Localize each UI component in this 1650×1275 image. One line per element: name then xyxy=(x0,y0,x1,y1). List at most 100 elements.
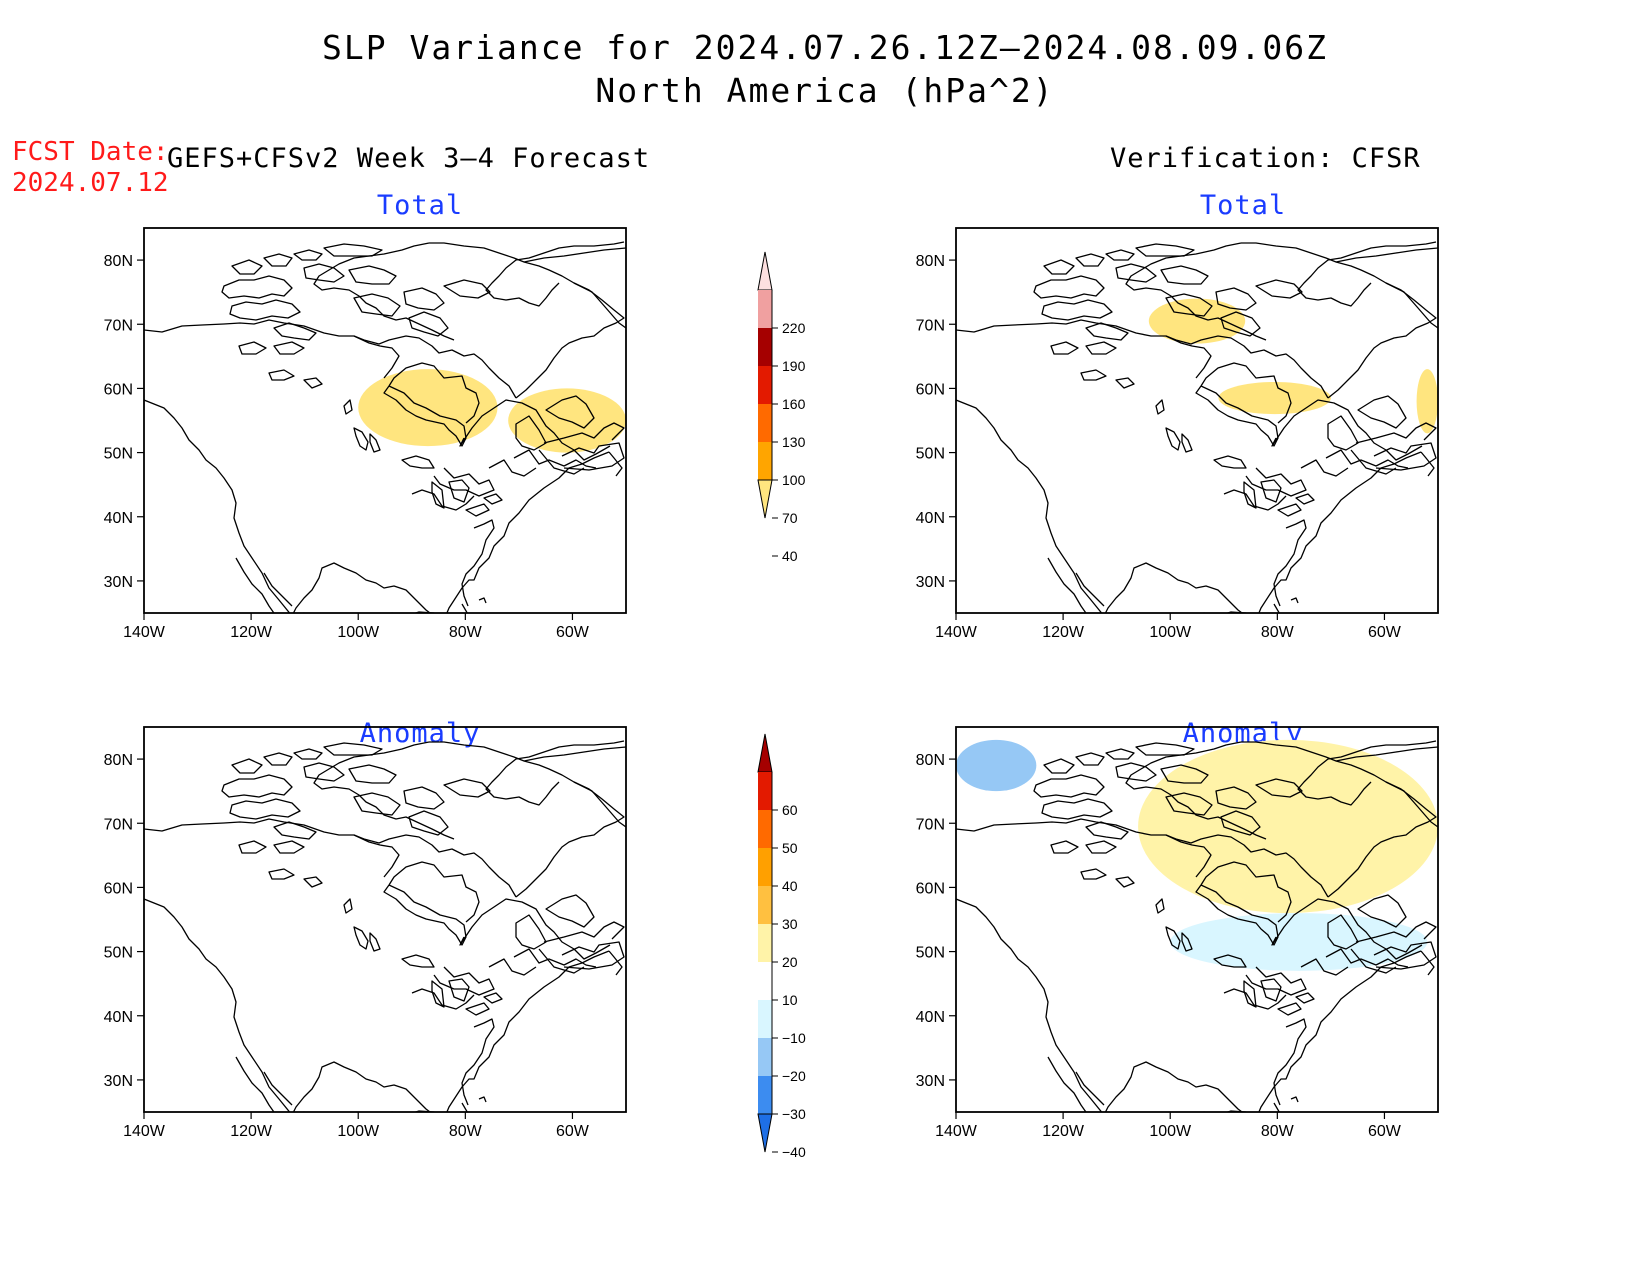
map-panel-forecast-anomaly: 80N 70N 60N 50N 40N 30N 140W 120W 100W 80W 60W xyxy=(104,726,627,1140)
colorbar-swatch xyxy=(758,442,772,480)
lon-label: 120W xyxy=(230,1123,273,1140)
lon-label: 140W xyxy=(935,1123,978,1140)
map-content xyxy=(144,740,626,1112)
colorbar-label: −40 xyxy=(782,1144,806,1160)
map-frame xyxy=(143,726,627,1113)
colorbar-label: 20 xyxy=(782,954,798,970)
colorbar-label: 40 xyxy=(782,548,798,564)
lat-label: 40N xyxy=(104,510,133,527)
lon-label: 100W xyxy=(337,1123,380,1140)
lat-label: 60N xyxy=(104,381,133,398)
coastline xyxy=(144,241,626,613)
shaded-region xyxy=(1170,913,1428,971)
lon-label: 100W xyxy=(1149,624,1192,641)
colorbar-label: 190 xyxy=(782,358,806,374)
colorbar-cap-top xyxy=(757,733,773,773)
colorbar-label: 60 xyxy=(782,802,798,818)
map-content xyxy=(956,241,1438,613)
lat-label: 40N xyxy=(916,1009,945,1026)
right-column-header: Verification: CFSR xyxy=(1110,143,1421,174)
lon-label: 140W xyxy=(935,624,978,641)
lat-label: 80N xyxy=(104,253,133,270)
lon-label: 120W xyxy=(1042,624,1085,641)
fcst-date: FCST Date: 2024.07.12 xyxy=(12,137,169,199)
map-frame xyxy=(955,726,1439,1113)
colorbar-anomaly: 60 50 40 30 20 10 −10 −20 −30 −40 xyxy=(757,733,806,1160)
shaded-region xyxy=(1416,369,1438,434)
lat-label: 40N xyxy=(104,1009,133,1026)
lon-label: 80W xyxy=(449,1123,483,1140)
shaded-region xyxy=(1138,739,1438,914)
lon-label: 60W xyxy=(1368,624,1402,641)
map-content xyxy=(956,739,1438,1112)
lat-label: 50N xyxy=(104,446,133,463)
panel-title-verification-total: Total xyxy=(1199,190,1287,221)
lat-label: 50N xyxy=(916,446,945,463)
map-panel-verification-total: 80N 70N 60N 50N 40N 30N 140W 120W 100W 80W 60W xyxy=(916,227,1439,641)
colorbar-cap-bottom xyxy=(757,1113,773,1153)
colorbar-label: 100 xyxy=(782,472,806,488)
colorbar-swatch xyxy=(758,290,772,328)
colorbar-label: −30 xyxy=(782,1106,806,1122)
colorbar-total: 220 190 160 130 100 70 40 xyxy=(757,251,806,564)
lat-label: 50N xyxy=(916,945,945,962)
lat-label: 50N xyxy=(104,945,133,962)
lat-label: 30N xyxy=(104,1073,133,1090)
lat-label: 60N xyxy=(916,381,945,398)
map-content xyxy=(144,241,626,613)
colorbar-cap-top xyxy=(757,251,773,291)
lon-label: 80W xyxy=(1261,1123,1295,1140)
colorbar-swatch xyxy=(758,366,772,404)
map-panel-forecast-total: 80N 70N 60N 50N 40N 30N 140W 120W 100W 80W 60W xyxy=(104,227,627,641)
lat-label: 80N xyxy=(916,253,945,270)
colorbar-label: 30 xyxy=(782,916,798,932)
lat-label: 80N xyxy=(104,752,133,769)
colorbar-label: 220 xyxy=(782,320,806,336)
lat-label: 70N xyxy=(916,816,945,833)
colorbar-swatch xyxy=(758,772,772,810)
lat-label: 30N xyxy=(916,1073,945,1090)
main-title: SLP Variance for 2024.07.26.12Z–2024.08.… xyxy=(322,28,1328,67)
lon-label: 60W xyxy=(1368,1123,1402,1140)
lat-label: 40N xyxy=(916,510,945,527)
lon-label: 60W xyxy=(556,624,590,641)
lat-label: 80N xyxy=(916,752,945,769)
colorbar-swatch xyxy=(758,848,772,886)
colorbar-swatch xyxy=(758,404,772,442)
colorbar-label: 160 xyxy=(782,396,806,412)
lon-label: 80W xyxy=(1261,624,1295,641)
shaded-region xyxy=(956,739,1037,792)
lon-label: 140W xyxy=(123,1123,166,1140)
colorbar-swatch xyxy=(758,962,772,1000)
lon-label: 100W xyxy=(1149,1123,1192,1140)
colorbar-swatch xyxy=(758,924,772,962)
lat-label: 30N xyxy=(104,574,133,591)
colorbar-label: −10 xyxy=(782,1030,806,1046)
colorbar-label: 130 xyxy=(782,434,806,450)
lon-label: 80W xyxy=(449,624,483,641)
coastline xyxy=(144,740,626,1112)
panel-title-forecast-total: Total xyxy=(376,190,464,221)
lat-label: 60N xyxy=(104,880,133,897)
colorbar-swatch xyxy=(758,810,772,848)
colorbar-cap-bottom xyxy=(757,479,773,519)
lat-label: 30N xyxy=(916,574,945,591)
fcst-date-value: 2024.07.12 xyxy=(12,168,169,198)
lon-label: 120W xyxy=(230,624,273,641)
colorbar-label: 10 xyxy=(782,992,798,1008)
lon-label: 120W xyxy=(1042,1123,1085,1140)
left-column-header: GEFS+CFSv2 Week 3–4 Forecast xyxy=(167,143,651,174)
map-frame xyxy=(143,227,627,614)
lon-label: 100W xyxy=(337,624,380,641)
colorbar-swatch xyxy=(758,1000,772,1038)
map-panel-verification-anomaly: 80N 70N 60N 50N 40N 30N 140W 120W 100W 80W 60W xyxy=(916,726,1439,1140)
colorbar-swatch xyxy=(758,1076,772,1114)
colorbar-label: 50 xyxy=(782,840,798,856)
map-frame xyxy=(955,227,1439,614)
fcst-date-label: FCST Date: xyxy=(12,137,169,167)
colorbar-label: −20 xyxy=(782,1068,806,1084)
colorbar-swatch xyxy=(758,328,772,366)
colorbar-swatch xyxy=(758,1038,772,1076)
shaded-region xyxy=(1218,382,1331,415)
